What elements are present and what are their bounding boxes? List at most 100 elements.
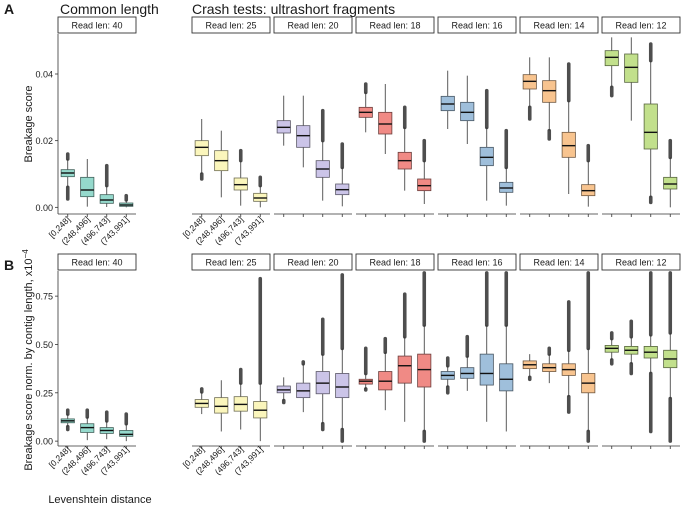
facet-read-len-16: Read len: 16 xyxy=(437,16,517,217)
facet-strip xyxy=(519,16,599,34)
facet-strip xyxy=(355,253,435,271)
box-body xyxy=(417,353,432,388)
box-[0,248] xyxy=(276,377,291,405)
box-(248,496] xyxy=(624,319,639,376)
facet-strip xyxy=(57,16,137,34)
box-(496,743] xyxy=(479,271,494,422)
box-(248,496] xyxy=(624,37,639,121)
box-(496,743] xyxy=(643,271,658,434)
x-axis-label: Levenshtein distance xyxy=(48,494,151,506)
box-body xyxy=(663,176,678,190)
box-body xyxy=(479,353,494,386)
facet-strip xyxy=(437,16,517,34)
box-body xyxy=(499,363,514,392)
y-tick-label: 0.00 xyxy=(35,437,53,447)
facet-read-len-18: Read len: 18 xyxy=(355,16,435,217)
y-tick-label: 0.02 xyxy=(35,136,53,146)
box-(248,496] xyxy=(80,159,95,207)
y-axis-title-exponent: −4 xyxy=(21,249,30,259)
box-(496,743] xyxy=(643,42,658,205)
facet-strip-label: Read len: 18 xyxy=(369,258,420,268)
box-(743,991] xyxy=(119,412,134,442)
facet-strip-label: Read len: 14 xyxy=(533,21,584,31)
box-(743,991] xyxy=(499,271,514,432)
box-(496,743] xyxy=(99,163,114,207)
box-[0,248] xyxy=(194,387,209,415)
box-body xyxy=(214,397,229,414)
box-body xyxy=(378,111,393,135)
box-(248,496] xyxy=(542,57,557,141)
facet-strip-label: Read len: 25 xyxy=(205,258,256,268)
box-[0,248] xyxy=(604,331,619,366)
box-(743,991] xyxy=(119,193,134,208)
facet-strip-label: Read len: 40 xyxy=(71,258,122,268)
box-(248,496] xyxy=(296,95,311,168)
box-[0,248] xyxy=(604,37,619,98)
facet-strip xyxy=(355,16,435,34)
box-(248,496] xyxy=(80,408,95,441)
facet-strip-label: Read len: 18 xyxy=(369,21,420,31)
box-(496,743] xyxy=(561,62,576,194)
box-body xyxy=(643,103,658,150)
box-(248,496] xyxy=(296,360,311,413)
box-[0,248] xyxy=(194,119,209,181)
box-(248,496] xyxy=(214,130,229,198)
facet-read-len-16: Read len: 16 xyxy=(437,253,517,449)
facet-read-len-25: Read len: 25[0,248](248,496](496,743](74… xyxy=(181,16,271,247)
crash-tests-title: Crash tests: ultrashort fragments xyxy=(192,1,395,17)
box-[0,248] xyxy=(440,356,455,395)
y-tick-label: 0.50 xyxy=(35,340,53,350)
facet-strip xyxy=(191,16,271,34)
y-axis-title: Breakage score norm. by contig length, x… xyxy=(21,249,36,471)
facet-read-len-12: Read len: 12 xyxy=(601,16,681,217)
box-[0,248] xyxy=(358,82,373,133)
box-(743,991] xyxy=(253,276,268,442)
facet-strip xyxy=(273,253,353,271)
box-(496,743] xyxy=(233,148,248,206)
box-body xyxy=(119,430,134,437)
box-(496,743] xyxy=(99,410,114,440)
box-body xyxy=(624,53,639,83)
box-body xyxy=(397,355,412,384)
y-tick-label: 0.00 xyxy=(35,203,53,213)
box-(496,743] xyxy=(315,317,330,432)
facet-strip-label: Read len: 12 xyxy=(615,258,666,268)
box-body xyxy=(460,101,475,122)
box-body xyxy=(604,50,619,67)
box-(496,743] xyxy=(315,108,330,201)
box-[0,248] xyxy=(60,152,75,201)
box-(743,991] xyxy=(499,128,514,206)
box-(496,743] xyxy=(233,367,248,430)
box-(248,496] xyxy=(460,334,475,391)
panel-b-letter: B xyxy=(4,257,14,273)
box-(248,496] xyxy=(378,84,393,154)
box-body xyxy=(335,373,350,399)
box-(496,743] xyxy=(397,292,412,422)
facet-strip xyxy=(57,253,137,271)
box-(496,743] xyxy=(561,300,576,414)
box-(743,991] xyxy=(335,142,350,207)
box-[0,248] xyxy=(522,354,537,382)
box-(743,991] xyxy=(663,271,678,443)
facet-read-len-40: Read len: 40[0,248](248,496](496,743](74… xyxy=(47,16,137,247)
box-body xyxy=(80,176,95,198)
facet-read-len-20: Read len: 20 xyxy=(273,16,353,217)
facet-read-len-14: Read len: 14 xyxy=(519,16,599,217)
facet-strip-label: Read len: 14 xyxy=(533,258,584,268)
facet-strip xyxy=(601,253,681,271)
box-body xyxy=(194,140,209,157)
box-(248,496] xyxy=(460,75,475,144)
facet-read-len-18: Read len: 18 xyxy=(355,253,435,449)
box-(496,743] xyxy=(479,88,494,201)
box-body xyxy=(561,131,576,158)
box-(743,991] xyxy=(253,175,268,208)
box-(743,991] xyxy=(417,138,432,204)
facet-strip xyxy=(519,253,599,271)
facet-strip-label: Read len: 40 xyxy=(71,21,122,31)
box-(743,991] xyxy=(581,271,596,443)
facet-read-len-12: Read len: 12 xyxy=(601,253,681,449)
facet-strip xyxy=(273,16,353,34)
box-(743,991] xyxy=(663,138,678,208)
